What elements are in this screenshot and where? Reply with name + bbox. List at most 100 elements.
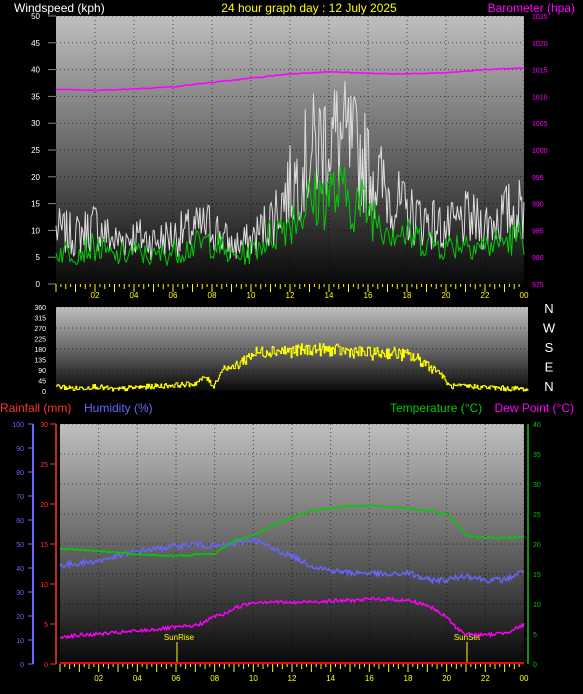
sun-markers: SunRise SunSet	[164, 633, 481, 642]
direction-degree-label: 0	[42, 389, 46, 396]
barometer-tick-label: 1015	[532, 68, 548, 75]
temperature-tick-label: 40	[533, 422, 541, 429]
windspeed-tick-label: 30	[31, 119, 40, 128]
wind-time-label: 00	[520, 291, 529, 300]
dewpoint-series-line	[59, 596, 525, 640]
direction-compass-label: N	[544, 379, 553, 394]
temp-time-ticks: 02 04 06 08 10 12 14 16 18 20 22 00	[59, 664, 529, 683]
temp-time-label: 14	[326, 674, 335, 683]
wind-time-label: 12	[286, 291, 295, 300]
barometer-tick-label: 1020	[532, 41, 548, 48]
temp-axes: 0 5 10 15 20 25 30 35 40 0 10 20 30 40 50 60 70 80 90 100 0 5…	[12, 422, 541, 669]
rainfall-tick-label: 30	[40, 422, 48, 429]
wind-time-label: 16	[364, 291, 373, 300]
temp-time-label: 04	[133, 674, 142, 683]
direction-degree-label: 180	[34, 347, 46, 354]
humidity-tick-label: 90	[16, 446, 24, 453]
temperature-tick-label: 35	[533, 452, 541, 459]
windspeed-ticks: 0 5 10 15 20 25 30 35 40 45 50	[31, 12, 56, 289]
humidity-tick-label: 70	[16, 494, 24, 501]
rainfall-tick-label: 15	[40, 542, 48, 549]
direction-degree-label: 315	[34, 316, 46, 323]
windspeed-tick-label: 45	[31, 39, 40, 48]
temperature-tick-label: 5	[533, 632, 537, 639]
windspeed-tick-label: 50	[31, 12, 40, 21]
direction-degree-label: 90	[38, 368, 46, 375]
windspeed-tick-label: 25	[31, 146, 40, 155]
dewpoint-axis-title: Dew Point (°C)	[495, 401, 574, 415]
wind-direction-series-line	[56, 342, 529, 392]
gust-series-line	[55, 80, 525, 261]
wind-time-label: 18	[403, 291, 412, 300]
wind-series	[55, 67, 525, 266]
temp-series	[59, 503, 525, 664]
barometer-tick-label: 975	[532, 282, 544, 289]
barometer-tick-label: 990	[532, 202, 544, 209]
temperature-tick-label: 0	[533, 662, 537, 669]
humidity-tick-label: 50	[16, 542, 24, 549]
rainfall-tick-label: 20	[40, 502, 48, 509]
barometer-tick-label: 1005	[532, 121, 548, 128]
temp-time-label: 02	[94, 674, 103, 683]
windspeed-tick-label: 0	[36, 280, 41, 289]
humidity-tick-label: 10	[16, 638, 24, 645]
windspeed-tick-label: 40	[31, 66, 40, 75]
temp-time-label: 22	[481, 674, 490, 683]
direction-degree-label: 360	[34, 305, 46, 312]
temperature-tick-label: 10	[533, 602, 541, 609]
humidity-tick-label: 100	[12, 422, 24, 429]
rainfall-tick-label: 5	[44, 622, 48, 629]
humidity-axis-title: Humidity (%)	[84, 401, 153, 415]
wind-time-ticks: 02 04 06 08 10 12 14 16 18 20 22 00	[55, 284, 529, 300]
rainfall-tick-label: 25	[40, 462, 48, 469]
rainfall-tick-label: 10	[40, 582, 48, 589]
wind-time-label: 14	[325, 291, 334, 300]
humidity-tick-label: 60	[16, 518, 24, 525]
direction-compass-label: E	[545, 360, 554, 375]
direction-degree-label: 45	[38, 379, 46, 386]
wind-time-label: 10	[247, 291, 256, 300]
wind-time-label: 22	[481, 291, 490, 300]
wind-time-label: 02	[91, 291, 100, 300]
humidity-tick-label: 80	[16, 470, 24, 477]
temperature-axis-title: Temperature (°C)	[390, 401, 482, 415]
temp-time-label: 00	[520, 674, 529, 683]
barometer-tick-label: 1010	[532, 94, 548, 101]
direction-compass-label: N	[544, 301, 553, 316]
windspeed-tick-label: 20	[31, 173, 40, 182]
temperature-tick-label: 20	[533, 542, 541, 549]
temp-humidity-chart: SunRise SunSet 0 5 10 15 20 25 30 35 40 0 10 20 30 40…	[12, 422, 541, 683]
direction-degree-label: 135	[34, 358, 46, 365]
temp-time-label: 16	[365, 674, 374, 683]
direction-degree-label: 270	[34, 326, 46, 333]
humidity-tick-label: 30	[16, 590, 24, 597]
windspeed-tick-label: 35	[31, 92, 40, 101]
direction-compass-label: W	[543, 321, 556, 336]
temperature-tick-label: 25	[533, 512, 541, 519]
wind-average-series-line	[55, 166, 525, 266]
windspeed-axis-title: Windspeed (kph)	[14, 1, 105, 15]
windspeed-tick-label: 10	[31, 226, 40, 235]
direction-compass-label: S	[545, 340, 554, 355]
temperature-series-line	[59, 503, 525, 558]
wind-grid	[56, 15, 525, 285]
temp-time-label: 10	[249, 674, 258, 683]
barometer-tick-label: 995	[532, 175, 544, 182]
wind-time-label: 20	[442, 291, 451, 300]
temperature-tick-label: 30	[533, 482, 541, 489]
temp-time-label: 08	[210, 674, 219, 683]
humidity-series-line	[59, 536, 525, 586]
barometer-tick-label: 1000	[532, 148, 548, 155]
barometer-ticks: 975 980 985 990 995 1000 1005 1010 1015 1020 1025	[532, 14, 548, 289]
temp-time-label: 12	[288, 674, 297, 683]
barometer-tick-label: 1025	[532, 14, 548, 21]
barometer-axis-title: Barometer (hpa)	[488, 1, 575, 15]
barometer-tick-label: 980	[532, 255, 544, 262]
temperature-tick-label: 15	[533, 572, 541, 579]
wind-time-label: 04	[130, 291, 139, 300]
sunset-label: SunSet	[454, 633, 481, 642]
